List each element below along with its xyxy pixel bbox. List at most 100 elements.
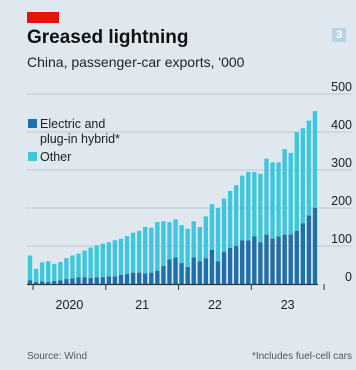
bar-other [136,230,142,273]
bar-electric [197,261,202,284]
bar-electric [149,272,154,284]
bars [27,111,318,284]
x-tick-label: 21 [135,298,149,312]
bar-other [106,242,112,277]
bar-electric [227,247,233,284]
bar-other [282,149,287,235]
bar-other [246,171,251,241]
footnote: *Includes fuel-cell cars [251,351,352,362]
bar-other [306,120,312,216]
bar-other [233,185,239,246]
bar-electric [288,234,293,284]
bar-electric [240,240,245,284]
bar-other [70,255,75,279]
brand-tag [27,12,59,23]
x-tick-label: 2020 [56,298,84,312]
bar-other [191,221,196,258]
x-tick-label: 23 [281,298,295,312]
source-note: Source: Wind [27,351,88,362]
bar-electric [155,270,160,284]
y-tick-label: 100 [331,232,352,246]
bar-electric [312,208,318,284]
bar-electric [282,234,287,284]
bar-other [130,232,136,273]
bar-electric [124,274,130,284]
bar-electric [106,276,112,284]
bar-other [215,208,221,262]
bar-other [288,152,293,235]
bar-other [76,253,81,278]
bar-other [270,162,275,239]
chart-number-badge: 3 [332,28,346,42]
bar-electric [264,234,269,284]
bar-electric [191,257,196,284]
bar-other [39,262,45,282]
bar-electric [39,281,45,284]
bar-electric [203,258,209,284]
bar-other [197,227,202,262]
bar-other [173,219,178,258]
bar-electric [112,276,118,284]
bar-other [33,268,39,283]
bar-electric [130,272,136,284]
bar-other [124,236,130,275]
bar-other [118,238,124,275]
bar-other [58,261,63,281]
x-axis-labels: 2020 21 22 23 [56,298,295,312]
bar-other [179,225,184,264]
bar-electric [58,280,63,284]
bar-electric [276,236,281,284]
bar-electric [173,257,178,284]
bar-electric [306,215,312,284]
y-tick-label: 500 [331,80,352,94]
bar-other [312,111,318,208]
bar-other [52,263,57,281]
y-tick-label: 200 [331,194,352,208]
x-axis [27,283,325,290]
bar-other [203,216,209,259]
bar-other [161,221,166,266]
bar-other [221,198,227,252]
bar-other [27,255,33,281]
bar-other [185,228,190,267]
bar-electric [27,280,33,284]
bar-electric [143,273,148,284]
bar-other [167,222,172,260]
bar-other [258,173,263,243]
y-tick-label: 400 [331,118,352,132]
bar-electric [161,265,166,284]
bar-electric [64,279,69,284]
x-tick-label: 22 [208,298,222,312]
legend-label-electric-line2: plug-in hybrid* [40,132,120,146]
bar-other [240,175,245,241]
bar-electric [94,277,99,284]
bar-other [252,171,257,237]
bar-electric [221,251,227,284]
bar-other [143,227,148,274]
bar-other [82,250,87,278]
bar-other [64,258,69,280]
bar-electric [118,274,124,284]
bar-electric [76,277,81,284]
bar-other [300,128,306,224]
bar-other [155,222,160,271]
y-tick-label: 0 [345,270,352,284]
bar-electric [294,230,299,284]
bar-other [227,190,233,248]
bar-electric [215,261,221,284]
bar-other [88,247,93,278]
bar-electric [209,249,215,284]
bar-other [46,261,51,283]
legend-swatch-electric [28,119,37,128]
bar-electric [88,277,93,284]
bar-electric [136,272,142,284]
bar-electric [46,282,51,284]
bar-electric [246,240,251,284]
bar-electric [185,266,190,284]
bar-electric [233,246,239,284]
bar-electric [33,282,39,284]
legend: Electric and plug-in hybrid* Other [28,117,120,164]
chart-subtitle: China, passenger-car exports, '000 [27,54,245,70]
bar-electric [252,236,257,284]
